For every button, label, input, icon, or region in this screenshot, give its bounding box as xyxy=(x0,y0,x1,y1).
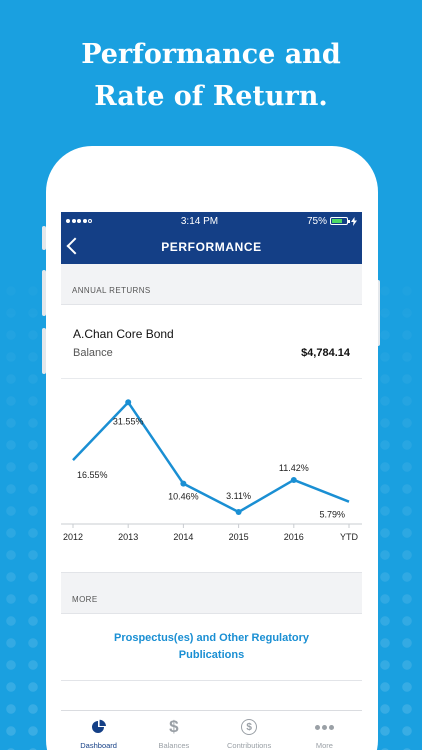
status-bar: 3:14 PM 75% xyxy=(61,212,362,230)
more-card: Prospectus(es) and Other Regulatory Publ… xyxy=(61,613,362,681)
more-header: MORE xyxy=(72,595,98,604)
dollar-icon: $ xyxy=(169,717,179,736)
charging-bolt-icon xyxy=(350,216,357,226)
status-time: 3:14 PM xyxy=(180,215,219,227)
phone-volume-up-button xyxy=(42,270,46,316)
fund-name: A.Chan Core Bond xyxy=(73,327,174,341)
annual-returns-header: ANNUAL RETURNS xyxy=(72,286,151,295)
x-tick-label: 2012 xyxy=(63,532,83,542)
tab-bar: Dashboard $ Balances $ Contributions Mor… xyxy=(61,710,362,750)
phone-power-button xyxy=(376,280,380,346)
x-tick-label: YTD xyxy=(340,532,359,542)
tab-dashboard[interactable]: Dashboard xyxy=(61,711,136,750)
annual-returns-chart: 2012 2013 2014 2015 2016 YTD 16.55% 31.55% 10.46… xyxy=(61,379,362,572)
tab-label: Contributions xyxy=(227,741,272,750)
tab-label: More xyxy=(315,741,333,750)
fund-summary: A.Chan Core Bond Balance $4,784.14 xyxy=(61,305,362,379)
dollar-coin-icon: $ xyxy=(241,719,258,735)
page-title: PERFORMANCE xyxy=(161,240,262,254)
data-point xyxy=(180,480,187,487)
x-tick-label: 2013 xyxy=(118,532,138,542)
x-tick-label: 2016 xyxy=(284,532,304,542)
promo-title: Performance and Rate of Return. xyxy=(0,34,422,118)
prospectus-link-row[interactable]: Prospectus(es) and Other Regulatory Publ… xyxy=(61,614,362,680)
navigation-bar: PERFORMANCE xyxy=(61,230,362,264)
balance-label: Balance xyxy=(73,347,113,359)
app-screen: 3:14 PM 75% PERFORMANCE ANNUAL RETURNS A… xyxy=(61,212,362,750)
data-label: 11.42% xyxy=(279,463,309,473)
battery-icon xyxy=(329,217,350,225)
promo-title-line-1: Performance and xyxy=(81,39,341,70)
prospectus-link[interactable]: Prospectus(es) and Other Regulatory Publ… xyxy=(114,632,309,661)
data-point xyxy=(290,476,297,483)
data-label: 3.11% xyxy=(226,491,251,501)
promo-title-line-2: Rate of Return. xyxy=(94,81,328,112)
series-line xyxy=(72,401,350,514)
pie-chart-icon xyxy=(91,719,107,735)
data-label: 16.55% xyxy=(77,470,108,480)
tab-label: Balances xyxy=(158,741,190,750)
x-tick-label: 2015 xyxy=(229,532,249,542)
signal-strength-icon xyxy=(66,219,92,223)
phone-mute-button xyxy=(42,226,46,250)
data-point xyxy=(235,509,242,516)
data-label: 31.55% xyxy=(113,416,144,426)
battery-percent: 75% xyxy=(306,215,327,227)
balance-value: $4,784.14 xyxy=(301,347,350,359)
back-chevron-icon[interactable] xyxy=(66,237,84,255)
data-point xyxy=(125,399,132,406)
data-label: 10.46% xyxy=(168,492,199,502)
annual-returns-card: A.Chan Core Bond Balance $4,784.14 2012 2… xyxy=(61,304,362,573)
more-dots-icon xyxy=(314,724,334,730)
tab-balances[interactable]: $ Balances xyxy=(136,711,211,750)
tab-contributions[interactable]: $ Contributions xyxy=(212,711,287,750)
line-chart: 2012 2013 2014 2015 2016 YTD 16.55% 31.55% 10.46… xyxy=(61,399,362,542)
x-tick-label: 2014 xyxy=(173,532,193,542)
data-label: 5.79% xyxy=(319,510,345,520)
tab-more[interactable]: More xyxy=(287,711,362,750)
phone-volume-down-button xyxy=(42,328,46,374)
tab-label: Dashboard xyxy=(80,741,117,750)
